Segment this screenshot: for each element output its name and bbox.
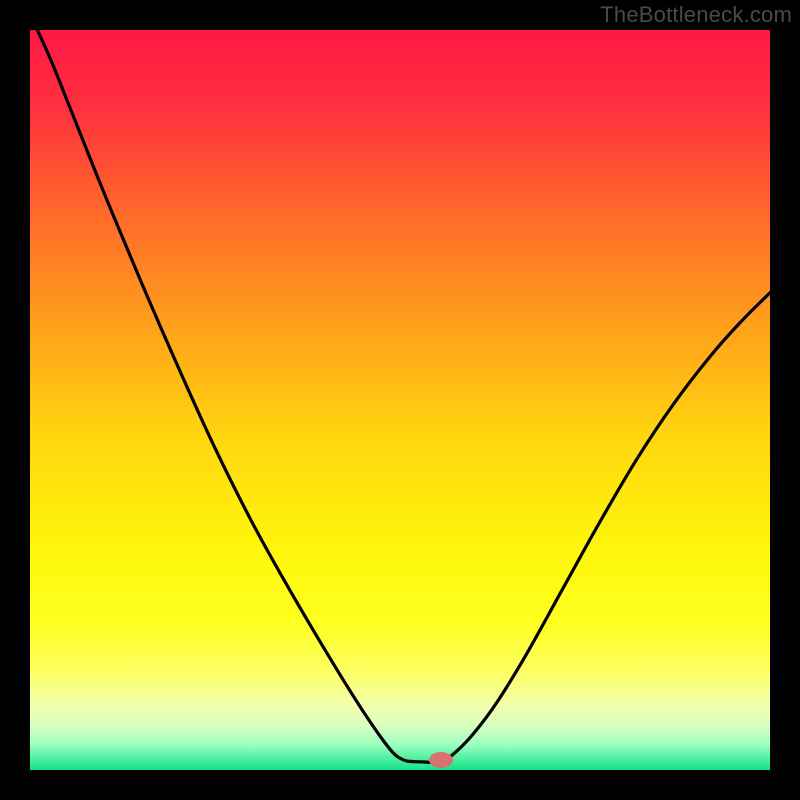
bottleneck-curve	[30, 30, 770, 770]
plot-area	[30, 30, 770, 770]
chart-container: TheBottleneck.com	[0, 0, 800, 800]
optimal-point-marker	[427, 750, 455, 770]
watermark-text: TheBottleneck.com	[600, 2, 792, 28]
